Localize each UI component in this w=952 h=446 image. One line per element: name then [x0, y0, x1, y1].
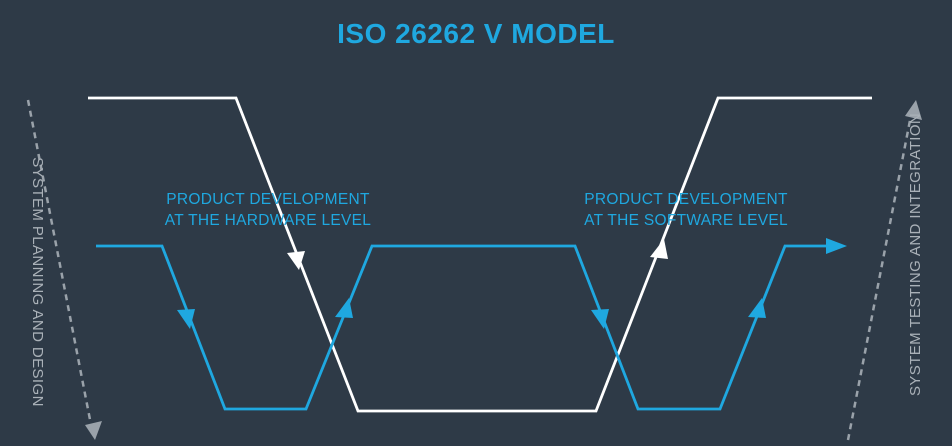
software-label-line-1: PRODUCT DEVELOPMENT: [584, 191, 788, 208]
system-level-v-line: [88, 96, 872, 413]
software-label-line-2: AT THE SOFTWARE LEVEL: [584, 212, 788, 229]
system-planning-label: SYSTEM PLANNING AND DESIGN: [29, 157, 46, 407]
hardware-up-arrowhead-icon: [335, 298, 353, 318]
hardware-level-label: PRODUCT DEVELOPMENT AT THE HARDWARE LEVE…: [148, 189, 388, 231]
hardware-down-arrowhead-icon: [177, 309, 195, 329]
system-down-arrowhead-icon: [287, 251, 305, 270]
software-end-arrowhead-icon: [826, 238, 847, 254]
testing-dashed-arrow: [846, 109, 914, 441]
diagram-title: ISO 26262 V MODEL: [337, 18, 615, 49]
planning-dashed-arrow: [26, 99, 94, 431]
software-up-arrowhead-icon: [748, 298, 766, 318]
testing-arrowhead-icon: [905, 100, 922, 120]
planning-arrowhead-icon: [85, 421, 102, 440]
software-level-label: PRODUCT DEVELOPMENT AT THE SOFTWARE LEVE…: [566, 189, 806, 231]
software-level-v-line: [445, 244, 828, 411]
system-up-arrowhead-icon: [650, 239, 668, 259]
software-down-arrowhead-icon: [591, 309, 609, 329]
system-testing-label: SYSTEM TESTING AND INTEGRATION: [907, 112, 924, 396]
hardware-level-v-line: [96, 244, 445, 411]
hardware-label-line-1: PRODUCT DEVELOPMENT: [166, 191, 370, 208]
hardware-label-line-2: AT THE HARDWARE LEVEL: [164, 212, 372, 229]
